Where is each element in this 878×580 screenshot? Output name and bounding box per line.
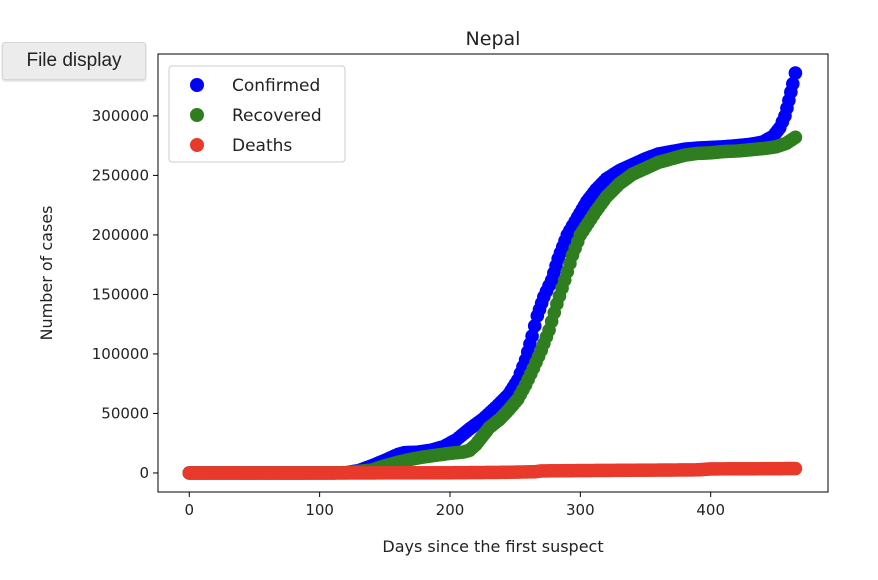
legend-label: Deaths [232, 136, 292, 156]
y-tick-label: 200000 [92, 226, 149, 244]
plot-frame [157, 53, 829, 493]
data-point [788, 130, 803, 145]
y-tick-label: 150000 [92, 285, 149, 303]
legend: Confirmed Recovered Deaths [168, 65, 346, 163]
y-tick-label: 0 [139, 464, 149, 482]
y-tick-label: 250000 [92, 166, 149, 184]
x-tick-label: 200 [436, 501, 465, 519]
points-layer [182, 66, 803, 480]
x-tick-label: 100 [305, 501, 334, 519]
x-axis-label: Days since the first suspect [382, 537, 603, 556]
data-point [788, 461, 803, 476]
y-tick-label: 50000 [101, 404, 149, 422]
series-recovered [182, 130, 803, 480]
chart-title: Nepal [466, 28, 521, 50]
y-axis-label: Number of cases [37, 206, 56, 341]
legend-marker [190, 108, 204, 122]
legend-box [168, 65, 346, 163]
x-axis: 0 100 200 300 400 [185, 492, 725, 519]
legend-label: Confirmed [232, 76, 320, 96]
series-deaths [182, 461, 803, 480]
y-tick-label: 300000 [92, 107, 149, 125]
x-tick-label: 300 [566, 501, 595, 519]
legend-marker [190, 138, 204, 152]
data-point [786, 76, 800, 91]
y-tick-label: 100000 [92, 345, 149, 363]
file-display-button[interactable]: File display [2, 42, 146, 80]
y-axis: 0 50000 100000 150000 200000 250000 300000 [92, 107, 158, 482]
data-point [788, 66, 803, 80]
legend-marker [190, 78, 204, 92]
x-tick-label: 0 [185, 501, 195, 519]
x-tick-label: 400 [696, 501, 725, 519]
legend-label: Recovered [232, 106, 322, 126]
